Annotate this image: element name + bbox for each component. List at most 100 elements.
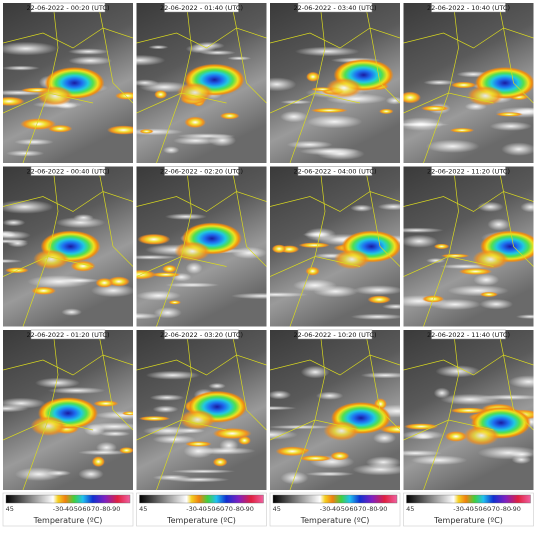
warm-cloud <box>95 277 114 288</box>
warm-cloud <box>458 268 493 275</box>
cloud <box>270 77 297 92</box>
satellite-panel: 22-06-2022 - 03:20 (UTC) <box>136 329 267 490</box>
storm-edge <box>323 420 360 441</box>
warm-cloud <box>93 400 119 407</box>
colorbar-tick: -40 <box>463 505 474 513</box>
timestamp: 22-06-2022 - 10:20 (UTC) <box>293 331 376 339</box>
satellite-panel: 22-06-2022 - 10:20 (UTC) <box>270 329 400 490</box>
colorbar-tick: -30 <box>320 505 331 513</box>
cloud <box>3 41 58 56</box>
colorbar-tick: -30 <box>186 505 197 513</box>
panel-image <box>136 166 267 327</box>
timestamp: 22-06-2022 - 00:40 (UTC) <box>26 167 109 175</box>
timestamp: 22-06-2022 - 01:40 (UTC) <box>160 4 243 12</box>
warm-cloud <box>479 291 499 298</box>
timestamp: 22-06-2022 - 04:00 (UTC) <box>293 167 376 175</box>
warm-cloud <box>107 125 133 135</box>
cloud <box>167 477 230 483</box>
border-lines <box>136 3 267 163</box>
warm-cloud <box>70 260 96 272</box>
cloud <box>14 138 54 146</box>
warm-cloud <box>450 81 477 89</box>
cloud <box>410 455 468 466</box>
cloud <box>84 424 106 436</box>
cloud <box>199 50 236 56</box>
cloud <box>302 231 331 238</box>
colorbar-gradient <box>406 494 531 504</box>
timestamp-box <box>30 2 106 13</box>
border-lines <box>3 3 133 163</box>
timestamp-box <box>431 166 506 176</box>
cloud <box>403 234 438 248</box>
satellite-panel: 22-06-2022 - 01:40 (UTC) <box>136 2 267 163</box>
cloud <box>515 314 534 319</box>
border-lines <box>136 330 267 490</box>
warm-cloud <box>440 253 470 258</box>
colorbar-gradient <box>5 494 131 504</box>
colorbar-label: Temperature (ºC) <box>166 516 236 525</box>
cloud <box>152 434 196 444</box>
border-lines <box>270 330 400 490</box>
colorbar-tick: -80 <box>233 505 244 513</box>
colorbar-gradient <box>272 494 398 504</box>
timestamp-box <box>431 2 506 13</box>
warm-cloud <box>433 243 450 250</box>
colorbar-tick: -90 <box>377 505 388 513</box>
colorbar-label: Temperature (ºC) <box>433 516 503 525</box>
panel-image <box>403 330 534 490</box>
cloud <box>61 308 82 316</box>
storm-edge <box>177 82 213 103</box>
cloud <box>385 96 400 105</box>
timestamp: 22-06-2022 - 11:20 (UTC) <box>427 167 510 175</box>
border-lines <box>136 166 267 327</box>
warm-cloud <box>162 264 177 273</box>
cloud <box>3 230 31 240</box>
satellite-panel: 22-06-2022 - 01:20 (UTC) <box>3 329 133 490</box>
cloud <box>360 372 400 379</box>
cloud <box>35 377 80 389</box>
storm-edge <box>467 85 504 106</box>
cloud <box>373 432 397 444</box>
cloud <box>142 426 193 436</box>
border-lines <box>403 330 534 490</box>
panel-image <box>403 3 534 163</box>
warm-cloud <box>91 456 105 467</box>
cloud <box>292 279 337 292</box>
cloud <box>68 56 113 66</box>
storm-edge <box>463 425 500 446</box>
panel-image <box>270 166 400 327</box>
cloud <box>489 121 533 131</box>
warm-cloud <box>121 411 133 416</box>
cloud <box>510 451 534 458</box>
cloud <box>136 290 181 301</box>
satellite-panel: 22-06-2022 - 11:40 (UTC) <box>403 329 534 490</box>
cloud <box>403 450 442 457</box>
cloud <box>7 239 29 248</box>
cloud <box>152 405 179 413</box>
panel-image <box>136 3 267 163</box>
cloud <box>136 254 177 260</box>
warm-cloud <box>212 427 252 440</box>
cloud <box>413 434 435 440</box>
timestamp-box <box>431 329 506 340</box>
satellite-panel: 22-06-2022 - 00:40 (UTC) <box>3 166 133 327</box>
cloud <box>403 227 445 233</box>
cloud <box>426 257 446 264</box>
timestamp: 22-06-2022 - 00:20 (UTC) <box>26 4 109 12</box>
colorbar-tick: -80 <box>367 505 378 513</box>
cloud <box>316 147 365 161</box>
warm-cloud <box>3 96 25 106</box>
colorbar-label: Temperature (ºC) <box>300 516 370 525</box>
storm-edge <box>30 416 67 436</box>
cloud <box>294 46 360 57</box>
cloud <box>350 313 400 320</box>
cloud <box>99 431 131 437</box>
cloud <box>270 292 309 298</box>
warm-cloud <box>421 105 450 112</box>
cloud <box>171 469 236 474</box>
colorbar-tick: -90 <box>510 505 521 513</box>
cloud <box>193 447 256 455</box>
warm-cloud <box>450 407 488 414</box>
cloud <box>377 203 400 211</box>
